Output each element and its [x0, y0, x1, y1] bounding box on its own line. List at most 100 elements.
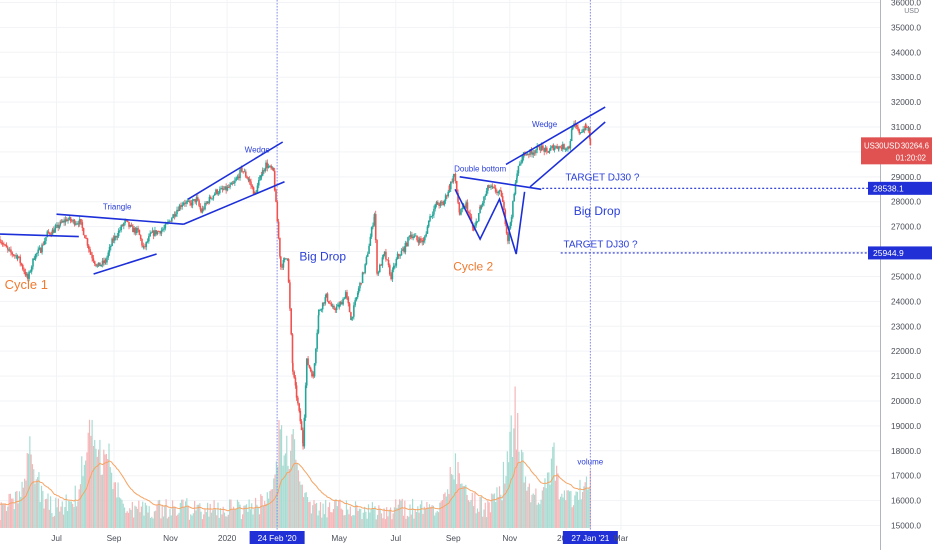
volume-bar: [90, 435, 92, 528]
volume-bar: [321, 517, 323, 528]
candle-body: [307, 358, 309, 366]
candle-body: [196, 197, 199, 201]
price-tick-label: 17000.0: [891, 471, 921, 481]
volume-bar: [112, 488, 114, 528]
volume-bar: [335, 499, 337, 528]
volume-bar: [8, 493, 10, 528]
double-bottom-w-line[interactable]: [454, 188, 526, 255]
volume-bar: [431, 505, 433, 528]
volume-bar: [114, 482, 117, 528]
volume-bar: [201, 519, 204, 528]
volume-bar: [434, 515, 436, 528]
candle-body: [458, 202, 461, 213]
candle-body: [12, 254, 15, 256]
triangle-upper-line[interactable]: [56, 213, 184, 225]
candle-body: [575, 125, 578, 127]
volume-bar: [240, 519, 242, 528]
volume-bar: [284, 453, 287, 528]
volume-bar: [104, 454, 106, 528]
wedge2-lower-line[interactable]: [529, 121, 606, 188]
candle-body: [178, 205, 181, 211]
volume-bar: [449, 467, 451, 528]
volume-bar: [168, 516, 170, 528]
candle-body: [38, 247, 41, 250]
candle-body: [355, 297, 358, 301]
double-bottom-neckline[interactable]: [459, 176, 542, 191]
volume-bar: [81, 456, 83, 528]
volume-bar: [179, 502, 181, 528]
volume-bar: [466, 494, 468, 528]
volume-bar: [0, 519, 1, 528]
volume-bar: [30, 454, 32, 528]
price-tick-label: 18000.0: [891, 446, 921, 456]
volume-bar: [77, 501, 79, 528]
volume-bar: [453, 479, 455, 528]
volume-bar: [126, 511, 128, 528]
candle-body: [570, 129, 573, 141]
volume-bar: [388, 509, 390, 528]
candle-body: [448, 185, 451, 190]
candle-body: [512, 201, 514, 218]
candle-body: [329, 303, 331, 305]
candle-body: [517, 165, 520, 174]
candle-body: [359, 282, 361, 289]
wedge1-lower-line[interactable]: [183, 181, 285, 225]
volume-bar: [550, 458, 553, 528]
currency-label: USD: [904, 8, 919, 15]
volume-bar: [173, 506, 175, 528]
volume-bar: [578, 499, 580, 528]
volume-bar: [472, 506, 475, 528]
candle-body: [177, 209, 180, 211]
volume-bar: [498, 486, 501, 528]
volume-bar: [357, 510, 359, 528]
candle-body: [373, 214, 376, 217]
volume-bar: [524, 476, 527, 528]
candle-body: [90, 252, 92, 255]
volume-bar: [430, 506, 432, 528]
candle-body: [297, 397, 299, 404]
volume-bar: [531, 494, 533, 528]
candle-body: [291, 334, 294, 364]
wedge1-upper-line[interactable]: [187, 141, 284, 200]
candle-body: [69, 217, 72, 222]
volume-bar: [66, 511, 69, 528]
candle-body: [266, 162, 269, 168]
candle-body: [302, 430, 304, 444]
triangle-lower-line[interactable]: [93, 253, 157, 275]
candle-body: [24, 271, 27, 276]
candle-body: [104, 259, 107, 263]
volume-bar: [548, 472, 550, 528]
candle-body: [137, 228, 139, 230]
cycle1-support-line[interactable]: [0, 233, 79, 238]
candle-body: [58, 225, 61, 228]
candle-body: [0, 239, 1, 243]
candle-body: [405, 242, 408, 247]
volume-bar: [297, 470, 300, 528]
candle-body: [252, 187, 255, 195]
candle-body: [101, 260, 104, 265]
volume-bar: [310, 513, 313, 528]
candle-body: [335, 306, 338, 311]
candle-body: [171, 218, 173, 222]
volume-bar: [266, 492, 268, 528]
candle-body: [395, 259, 398, 266]
candle-body: [578, 129, 581, 134]
trendline-drawings[interactable]: [0, 106, 606, 275]
candle-body: [418, 238, 421, 243]
candle-body: [45, 237, 47, 241]
volume-bar: [318, 510, 320, 528]
volume-bar: [74, 485, 76, 528]
wedge2-upper-line[interactable]: [505, 106, 606, 166]
volume-bar: [155, 510, 157, 528]
candle-body: [14, 255, 16, 257]
time-axis[interactable]: 01 Oct '18JulSepNov202024 Feb '20MayJulS…: [0, 530, 880, 545]
candle-body: [507, 240, 509, 242]
candle-body: [312, 374, 315, 377]
candle-body: [587, 127, 590, 131]
candle-body: [488, 187, 491, 189]
price-axis[interactable]: USD 15000.0 16000.0 17000.0 18000.0 19000.0 2…: [861, 0, 932, 550]
volume-bar: [147, 512, 149, 528]
volume-bar: [440, 501, 442, 528]
candle-body: [190, 202, 193, 206]
